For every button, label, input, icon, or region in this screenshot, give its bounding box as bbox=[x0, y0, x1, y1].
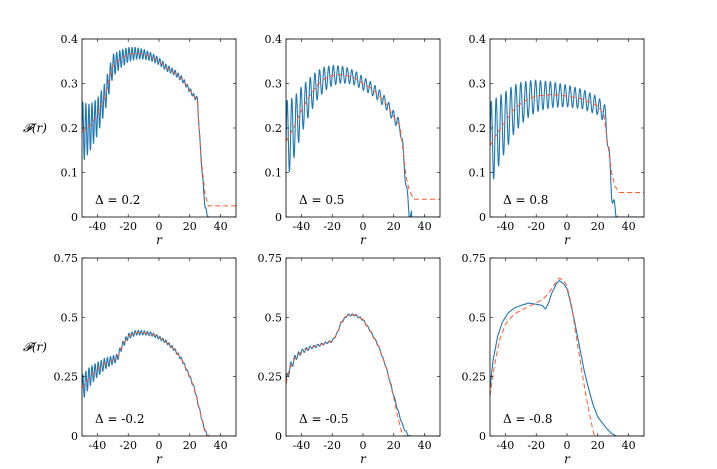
series-solid-line bbox=[490, 79, 644, 217]
x-tick-label: 40 bbox=[214, 220, 228, 233]
series-solid-line bbox=[490, 280, 644, 436]
x-axis-label: r bbox=[156, 452, 163, 466]
x-tick-label: -40 bbox=[497, 439, 515, 452]
delta-annotation: Δ = -0.5 bbox=[299, 412, 349, 426]
y-tick-label: 0.2 bbox=[469, 122, 487, 135]
panel-3: -40 -20 0 20 40 0 0.1 0.2 0.3 0.4 r Δ = 0.8 bbox=[469, 33, 645, 247]
plot-frame bbox=[81, 38, 237, 218]
x-tick-label: 0 bbox=[564, 439, 571, 452]
delta-annotation: Δ = -0.2 bbox=[95, 412, 145, 426]
y-tick-label: 0.4 bbox=[469, 33, 487, 46]
x-tick-label: -20 bbox=[119, 439, 137, 452]
x-tick-label: -20 bbox=[119, 220, 137, 233]
y-tick-label: 0.75 bbox=[54, 252, 79, 265]
y-tick-label: 0.25 bbox=[54, 371, 79, 384]
y-tick-label: 0.5 bbox=[265, 311, 283, 324]
x-tick-label: 40 bbox=[622, 220, 636, 233]
delta-annotation: Δ = 0.2 bbox=[95, 193, 140, 207]
series-dashed-line bbox=[286, 74, 440, 200]
y-tick-label: 0.3 bbox=[469, 78, 487, 91]
series-group bbox=[82, 46, 236, 217]
y-tick-label: 0.25 bbox=[462, 371, 487, 384]
y-tick-label: 0 bbox=[71, 211, 78, 224]
delta-annotation: Δ = 0.8 bbox=[503, 193, 548, 207]
x-axis-label: r bbox=[564, 452, 571, 466]
x-tick-label: -40 bbox=[293, 439, 311, 452]
series-group bbox=[490, 277, 644, 436]
x-tick-label: -40 bbox=[497, 220, 515, 233]
x-tick-label: 0 bbox=[360, 439, 367, 452]
x-axis-label: r bbox=[360, 452, 367, 466]
x-tick-label: 0 bbox=[360, 220, 367, 233]
series-dashed-line bbox=[286, 314, 440, 436]
y-tick-label: 0.5 bbox=[61, 311, 79, 324]
x-axis-label: r bbox=[360, 233, 367, 247]
x-tick-label: 40 bbox=[418, 439, 432, 452]
series-dashed-line bbox=[82, 52, 236, 207]
y-tick-label: 0.1 bbox=[61, 167, 79, 180]
x-tick-label: 20 bbox=[591, 439, 605, 452]
y-axis-label: 𝓕(r) bbox=[23, 340, 47, 354]
x-tick-label: 40 bbox=[214, 439, 228, 452]
plot-frame bbox=[81, 257, 237, 437]
y-tick-label: 0.75 bbox=[258, 252, 283, 265]
x-tick-label: 0 bbox=[156, 439, 163, 452]
x-axis-label: r bbox=[564, 233, 571, 247]
y-tick-label: 0.1 bbox=[265, 167, 283, 180]
y-tick-label: 0 bbox=[275, 211, 282, 224]
panel-5: -40 -20 0 20 40 0 0.25 0.5 0.75 r Δ = -0.5 bbox=[258, 252, 441, 466]
x-tick-label: -40 bbox=[89, 220, 107, 233]
y-tick-label: 0.25 bbox=[258, 371, 283, 384]
y-tick-label: 0 bbox=[479, 211, 486, 224]
plot-frame bbox=[285, 38, 441, 218]
y-tick-label: 0.3 bbox=[265, 78, 283, 91]
y-tick-label: 0 bbox=[479, 430, 486, 443]
plot-frame bbox=[489, 257, 645, 437]
y-tick-label: 0 bbox=[71, 430, 78, 443]
x-tick-label: 20 bbox=[183, 439, 197, 452]
x-tick-label: -20 bbox=[527, 220, 545, 233]
x-tick-label: 40 bbox=[622, 439, 636, 452]
series-group bbox=[490, 79, 644, 217]
panel-4: -40 -20 0 20 40 0 0.25 0.5 0.75 r 𝓕(r) Δ = -0.2 bbox=[23, 252, 237, 466]
delta-annotation: Δ = -0.8 bbox=[503, 412, 553, 426]
y-tick-label: 0.2 bbox=[61, 122, 79, 135]
x-tick-label: 0 bbox=[564, 220, 571, 233]
series-dashed-line bbox=[82, 332, 236, 436]
x-tick-label: -40 bbox=[89, 439, 107, 452]
y-tick-label: 0.3 bbox=[61, 78, 79, 91]
x-tick-label: 20 bbox=[591, 220, 605, 233]
y-tick-label: 0.1 bbox=[469, 167, 487, 180]
series-dashed-line bbox=[490, 94, 644, 194]
series-solid-line bbox=[286, 64, 440, 217]
x-tick-label: -20 bbox=[323, 220, 341, 233]
x-tick-label: 20 bbox=[387, 220, 401, 233]
y-tick-label: 0.75 bbox=[462, 252, 487, 265]
panel-2: -40 -20 0 20 40 0 0.1 0.2 0.3 0.4 r Δ = 0.5 bbox=[265, 33, 441, 247]
x-axis-label: r bbox=[156, 233, 163, 247]
x-tick-label: -40 bbox=[293, 220, 311, 233]
x-tick-label: 0 bbox=[156, 220, 163, 233]
delta-annotation: Δ = 0.5 bbox=[299, 193, 344, 207]
x-tick-label: -20 bbox=[527, 439, 545, 452]
x-tick-label: 20 bbox=[183, 220, 197, 233]
y-tick-label: 0.4 bbox=[265, 33, 283, 46]
x-tick-label: 40 bbox=[418, 220, 432, 233]
panel-1: -40 -20 0 20 40 0 0.1 0.2 0.3 0.4 r 𝓕(r) Δ = 0.2 bbox=[23, 33, 237, 247]
panel-6: -40 -20 0 20 40 0 0.25 0.5 0.75 r Δ = -0.8 bbox=[462, 252, 645, 466]
x-tick-label: -20 bbox=[323, 439, 341, 452]
y-tick-label: 0 bbox=[275, 430, 282, 443]
x-tick-label: 20 bbox=[387, 439, 401, 452]
series-group bbox=[82, 329, 236, 436]
y-tick-label: 0.2 bbox=[265, 122, 283, 135]
series-group bbox=[286, 64, 440, 217]
series-solid-line bbox=[82, 46, 236, 217]
y-axis-label: 𝓕(r) bbox=[23, 121, 47, 135]
series-group bbox=[286, 313, 440, 436]
y-tick-label: 0.5 bbox=[469, 311, 487, 324]
y-tick-label: 0.4 bbox=[61, 33, 79, 46]
